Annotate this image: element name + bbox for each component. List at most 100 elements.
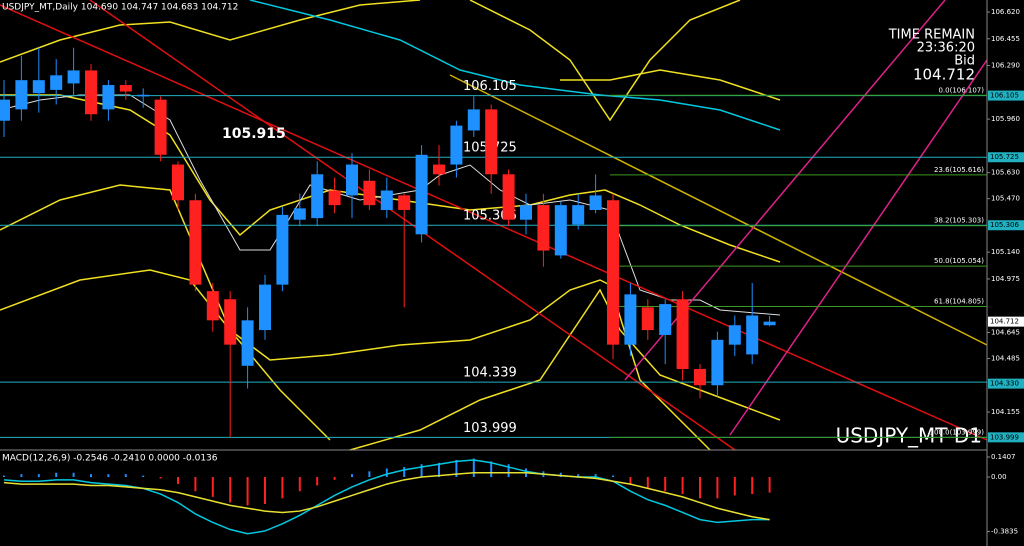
candle-body xyxy=(711,339,724,386)
axis-box: 106.105 xyxy=(990,92,1019,100)
axis-box-bg xyxy=(988,152,1024,163)
candle-body xyxy=(224,299,237,345)
candle-body xyxy=(694,369,706,386)
candle-body xyxy=(32,80,45,94)
axis-box-bg xyxy=(988,432,1024,443)
fib-label: 61.8(104.805) xyxy=(934,298,984,306)
candle-body xyxy=(276,214,289,285)
level-label: 103.999 xyxy=(463,421,517,436)
candle-body xyxy=(450,125,463,165)
candle-body xyxy=(50,75,63,90)
upper-band-2 xyxy=(469,0,741,122)
candle-body xyxy=(206,291,219,321)
fib-label: 0.0(106.107) xyxy=(938,86,984,94)
y-tick-label: 104.155 xyxy=(991,408,1020,416)
axis-box: 105.725 xyxy=(990,153,1019,161)
y-tick-label: 0.1407 xyxy=(991,453,1016,461)
channel-line xyxy=(729,59,988,436)
bid-box: 104.712 xyxy=(990,318,1019,326)
y-tick-label: 106.455 xyxy=(991,35,1020,43)
lower-band-3 xyxy=(349,288,781,451)
fib-label: 23.6(105.616) xyxy=(934,166,984,174)
candle-body xyxy=(537,205,550,251)
macd-header: MACD(12,26,9) -0.2546 -0.2410 0.0000 -0.… xyxy=(2,454,218,464)
bid-box-bg xyxy=(988,316,1024,327)
candle-body xyxy=(137,94,150,97)
bid-title: Bid xyxy=(954,54,975,69)
candle-body xyxy=(154,99,167,155)
candle-body xyxy=(189,200,202,285)
fib-label: 100.0(103.999) xyxy=(930,428,985,436)
candle-body xyxy=(172,164,184,201)
lower-band xyxy=(0,184,711,451)
candle-body xyxy=(763,321,776,326)
y-tick-label: 106.620 xyxy=(991,8,1020,16)
candle-body xyxy=(293,208,306,220)
fib-label: 50.0(105.054) xyxy=(934,257,984,265)
fast-ma xyxy=(0,94,781,316)
y-tick-label: 104.975 xyxy=(991,275,1020,283)
candle-body xyxy=(502,174,515,220)
candle-body xyxy=(380,190,393,210)
macd-line xyxy=(3,459,770,535)
y-tick-label: 105.630 xyxy=(991,169,1020,177)
level-label: 104.339 xyxy=(463,366,517,381)
fib-label: 38.2(105.303) xyxy=(934,217,984,225)
candle-body xyxy=(346,164,358,196)
candle-body xyxy=(572,205,585,225)
bid: 104.712 xyxy=(913,66,975,84)
candle-body xyxy=(641,307,654,331)
axis-box-bg xyxy=(988,220,1024,231)
candle-body xyxy=(415,154,428,235)
time-remain: TIME REMAIN xyxy=(888,28,975,43)
y-tick-label: 105.470 xyxy=(991,195,1020,203)
candle-body xyxy=(15,80,28,110)
candle-body xyxy=(624,294,637,345)
axis-box-bg xyxy=(988,90,1024,101)
candle-body xyxy=(241,320,254,366)
candle-body xyxy=(589,195,602,210)
y-tick-label: -0.3835 xyxy=(991,527,1018,535)
candle-body xyxy=(728,325,741,345)
candle-body xyxy=(676,299,689,370)
trend-line xyxy=(449,74,988,346)
candle-body xyxy=(119,85,132,92)
candle-body xyxy=(746,315,759,355)
candle-body xyxy=(363,180,376,206)
y-tick-label: 105.140 xyxy=(991,248,1020,256)
macd-line xyxy=(3,471,770,521)
moving-average xyxy=(249,0,781,131)
candle-body xyxy=(0,99,10,121)
y-tick-label: 104.485 xyxy=(991,354,1020,362)
candle-body xyxy=(259,284,271,331)
marker-label: 105.915 xyxy=(222,126,286,142)
candle-body xyxy=(311,174,324,219)
trend-line xyxy=(0,4,988,441)
candle-body xyxy=(520,205,532,220)
candle-body xyxy=(554,205,567,256)
chart-header: USDJPY_MT,Daily 104.690 104.747 104.683 … xyxy=(2,3,238,13)
candle-body xyxy=(659,304,672,335)
candle-body xyxy=(607,200,619,345)
candle-body xyxy=(433,164,445,175)
candle-body xyxy=(102,85,115,110)
upper-band-3 xyxy=(560,69,781,101)
axis-box: 105.306 xyxy=(990,221,1019,229)
y-tick-label: 0.00 xyxy=(991,473,1007,481)
candle-body xyxy=(67,70,80,84)
candle-body xyxy=(398,195,411,210)
y-tick-label: 105.960 xyxy=(991,115,1020,123)
candle-body xyxy=(85,70,97,115)
axis-box: 103.999 xyxy=(990,433,1019,441)
symbol: USDJPY_MT D1 xyxy=(836,424,982,448)
candle-body xyxy=(485,109,498,175)
y-tick-label: 106.290 xyxy=(991,62,1020,70)
candle-body xyxy=(467,109,480,131)
axis-box-bg xyxy=(988,378,1024,389)
candle-body xyxy=(328,190,341,206)
time: 23:36:20 xyxy=(917,41,975,56)
y-tick-label: 104.645 xyxy=(991,329,1020,337)
axis-box: 104.330 xyxy=(990,380,1019,388)
